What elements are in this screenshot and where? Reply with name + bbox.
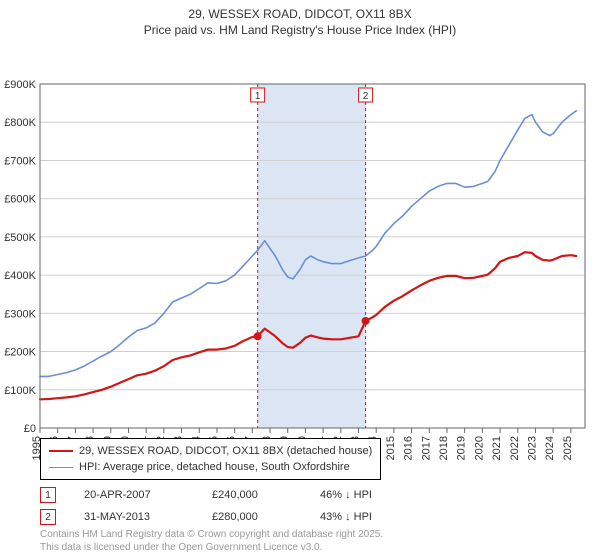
svg-text:2017: 2017 — [420, 436, 432, 460]
svg-text:£200K: £200K — [4, 347, 36, 359]
svg-text:2015: 2015 — [385, 436, 397, 460]
attribution-line-2: This data is licensed under the Open Gov… — [40, 541, 383, 554]
sale-hpi: 46% ↓ HPI — [320, 489, 440, 501]
svg-text:£600K: £600K — [4, 194, 36, 206]
legend: 29, WESSEX ROAD, DIDCOT, OX11 8BX (detac… — [40, 438, 381, 480]
svg-text:2016: 2016 — [403, 436, 415, 460]
svg-text:£0: £0 — [24, 423, 36, 435]
legend-swatch — [49, 450, 73, 452]
svg-text:2020: 2020 — [473, 436, 485, 460]
svg-text:£300K: £300K — [4, 309, 36, 321]
sale-hpi: 43% ↓ HPI — [320, 511, 440, 523]
chart-title: 29, WESSEX ROAD, DIDCOT, OX11 8BX Price … — [0, 0, 600, 38]
legend-row: HPI: Average price, detached house, Sout… — [49, 459, 372, 475]
sale-marker-badge: 1 — [40, 487, 56, 503]
attribution: Contains HM Land Registry data © Crown c… — [40, 528, 383, 554]
attribution-line-1: Contains HM Land Registry data © Crown c… — [40, 528, 383, 541]
svg-text:£700K: £700K — [4, 156, 36, 168]
sale-row: 1 20-APR-2007 £240,000 46% ↓ HPI — [40, 484, 440, 506]
price-chart: £0 £100K £200K £300K £400K £500K £600K £700K £80… — [0, 38, 600, 478]
sale-marker-badge: 2 — [40, 509, 56, 525]
svg-text:2022: 2022 — [509, 436, 521, 460]
svg-text:£900K: £900K — [4, 79, 36, 91]
svg-text:£500K: £500K — [4, 232, 36, 244]
svg-text:2018: 2018 — [438, 436, 450, 460]
legend-label: HPI: Average price, detached house, Sout… — [79, 461, 350, 473]
title-line-2: Price paid vs. HM Land Registry's House … — [0, 22, 600, 38]
sale-date: 20-APR-2007 — [84, 489, 184, 501]
sale-date: 31-MAY-2013 — [84, 511, 184, 523]
svg-text:2025: 2025 — [562, 436, 574, 460]
svg-text:2023: 2023 — [526, 436, 538, 460]
title-line-1: 29, WESSEX ROAD, DIDCOT, OX11 8BX — [0, 6, 600, 22]
svg-text:£400K: £400K — [4, 270, 36, 282]
svg-text:2019: 2019 — [456, 436, 468, 460]
legend-label: 29, WESSEX ROAD, DIDCOT, OX11 8BX (detac… — [79, 445, 372, 457]
sale-price: £240,000 — [212, 489, 292, 501]
legend-swatch — [49, 467, 73, 468]
sales-table: 1 20-APR-2007 £240,000 46% ↓ HPI 2 31-MAY-201… — [40, 484, 440, 528]
svg-text:2: 2 — [363, 91, 369, 102]
svg-text:£100K: £100K — [4, 385, 36, 397]
sale-price: £280,000 — [212, 511, 292, 523]
svg-text:£800K: £800K — [4, 118, 36, 130]
sale-row: 2 31-MAY-2013 £280,000 43% ↓ HPI — [40, 506, 440, 528]
svg-text:2021: 2021 — [491, 436, 503, 460]
svg-text:1: 1 — [255, 91, 261, 102]
legend-row: 29, WESSEX ROAD, DIDCOT, OX11 8BX (detac… — [49, 443, 372, 459]
svg-text:2024: 2024 — [544, 436, 556, 460]
